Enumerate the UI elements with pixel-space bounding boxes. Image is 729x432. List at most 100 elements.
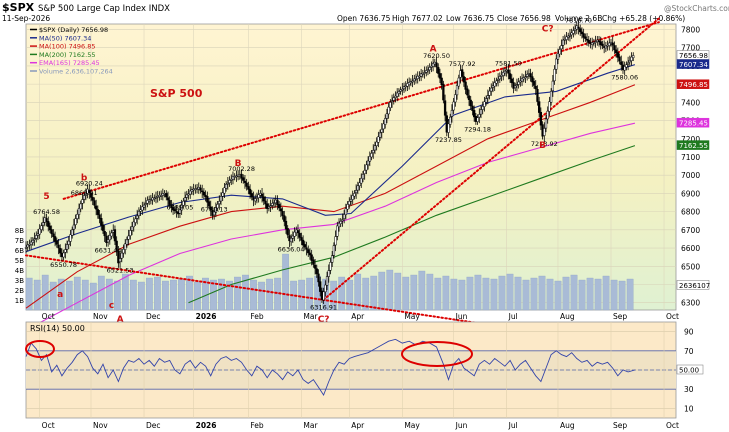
price-bar-body [493, 82, 496, 87]
price-bar-body [551, 80, 554, 91]
price-bar-body [449, 116, 452, 125]
rsi-overbought-highlight [401, 341, 473, 367]
price-bar-body [632, 55, 635, 59]
price-x-axis: Oct Nov Dec 2026 Feb Mar Apr May Jun Jul Aug Sep Oct [42, 312, 679, 321]
price-bar-body [113, 229, 117, 242]
price-bar-body [626, 62, 630, 65]
price-bar-body [411, 80, 414, 83]
price-bar-body [269, 205, 272, 207]
price-bar-body [437, 67, 440, 74]
price-bar-body [264, 200, 267, 205]
price-bar-body [278, 204, 281, 209]
volume-bar [282, 253, 289, 311]
price-bar-body [65, 244, 69, 250]
price-bar-body [384, 118, 387, 125]
rsi-x-tick-label: Oct [42, 421, 55, 430]
price-bar-body [452, 101, 455, 111]
price-bar-body [120, 252, 123, 259]
price-bar-body [438, 73, 442, 79]
price-bar-body [390, 100, 394, 103]
price-bar-body [553, 68, 556, 82]
price-bar-body [462, 76, 466, 83]
price-bar-body [517, 81, 520, 85]
price-bar-body [337, 222, 341, 228]
legend-entry: EMA(165) 7285.45 [39, 59, 100, 67]
volume-bar [618, 280, 626, 311]
price-bar-body [570, 32, 573, 36]
price-bar-body [202, 191, 206, 196]
legend-entry: Volume 2,636,107,264 [39, 68, 113, 76]
price-bar-body [594, 41, 597, 43]
watermark: @StockCharts.com [664, 4, 729, 13]
volume-bar [410, 274, 418, 311]
price-bar-body [325, 276, 329, 286]
price-bar-body [313, 264, 317, 269]
price-bar-body [108, 235, 111, 241]
price-bar-body [382, 123, 385, 130]
price-bar-body [481, 106, 484, 110]
volume-bar [378, 271, 386, 311]
volume-bar [426, 273, 434, 311]
volume-bar [178, 278, 185, 311]
price-bar-body [260, 193, 264, 197]
volume-bar [121, 273, 129, 311]
volume-bar [370, 275, 378, 311]
volume-bar [362, 277, 370, 311]
price-bar-body [334, 236, 337, 246]
rsi-value-tag-box [676, 364, 704, 375]
price-bar-body [473, 110, 476, 118]
price-annotation-label: 6631.44 [95, 246, 122, 254]
price-bar-body [628, 60, 631, 63]
price-bar-body [346, 204, 349, 210]
right-value-tag: 2636107 [676, 280, 710, 290]
price-bar-body [35, 235, 38, 239]
price-annotation-label: 6636.04 [278, 245, 305, 253]
price-bar-body [250, 193, 253, 198]
price-annotation-label: 7581.50 [495, 59, 522, 67]
price-bar-body [555, 58, 558, 70]
rsi-right-label: 50.00 [676, 364, 704, 375]
wave-label: B [539, 141, 546, 151]
rsi-x-tick-label: Nov [93, 421, 108, 430]
price-bar-body [41, 222, 45, 226]
right-value-tag-text: 7162.55 [679, 142, 708, 150]
volume-bar [162, 280, 169, 311]
price-bar-body [134, 218, 137, 223]
price-bar-body [498, 76, 501, 80]
price-bar-body [303, 244, 306, 248]
price-bar-body [110, 232, 113, 237]
volume-bar [266, 278, 273, 311]
price-bar-body [549, 91, 553, 103]
rsi-x-tick-label: Oct [666, 421, 679, 430]
price-bar-body [76, 213, 79, 219]
price-annotation-label: 6780.13 [201, 205, 228, 213]
price-bar-body [45, 218, 48, 222]
rsi-line-group [25, 338, 636, 396]
price-bar-body [546, 110, 549, 120]
price-bar-body [577, 26, 580, 29]
volume-bar [146, 277, 153, 311]
price-bar-body [375, 141, 378, 146]
volume-bars [25, 253, 634, 311]
price-bar-body [317, 273, 320, 283]
price-bar-body [614, 49, 618, 54]
price-bar-body [183, 197, 187, 201]
price-annotation-label: 6316.91 [310, 304, 337, 312]
price-bar-body [519, 80, 522, 83]
volume-bar [338, 276, 346, 311]
price-bar-body [532, 81, 536, 86]
price-bar-body [469, 99, 472, 107]
price-bar-body [353, 193, 356, 197]
price-bar-body [190, 189, 194, 192]
sp500-label: S&P 500 [150, 87, 203, 100]
right-value-tag-box [676, 59, 710, 69]
price-annotation-label: 6920.24 [76, 180, 103, 188]
price-bar-body [512, 82, 515, 89]
chart-header: $SPX S&P 500 Large Cap Index INDX 11-Sep… [2, 1, 729, 23]
volume-bar [498, 275, 506, 311]
volume-tick-label: 5B [15, 257, 24, 265]
price-bar-body [209, 206, 212, 211]
